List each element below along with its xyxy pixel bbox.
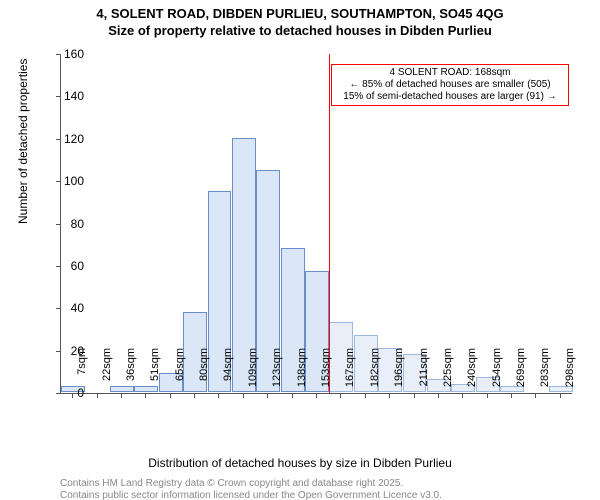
chart-area: 4 SOLENT ROAD: 168sqm← 85% of detached h… xyxy=(60,54,572,416)
xtick-label: 65sqm xyxy=(174,348,186,398)
xtick-label: 182sqm xyxy=(369,348,381,398)
xtick-mark xyxy=(121,393,122,398)
xtick-mark xyxy=(316,393,317,398)
xtick-mark xyxy=(267,393,268,398)
xtick-label: 167sqm xyxy=(344,348,356,398)
chart-container: 4, SOLENT ROAD, DIBDEN PURLIEU, SOUTHAMP… xyxy=(0,6,600,500)
plot-area: 4 SOLENT ROAD: 168sqm← 85% of detached h… xyxy=(60,54,572,394)
footer-line-2: Contains public sector information licen… xyxy=(60,490,442,500)
x-axis-label: Distribution of detached houses by size … xyxy=(0,456,600,470)
xtick-label: 283sqm xyxy=(539,348,551,398)
xtick-label: 298sqm xyxy=(564,348,576,398)
ytick-label: 0 xyxy=(54,386,84,400)
title-line-2: Size of property relative to detached ho… xyxy=(0,23,600,38)
xtick-mark xyxy=(438,393,439,398)
xtick-label: 51sqm xyxy=(149,348,161,398)
xtick-label: 225sqm xyxy=(442,348,454,398)
xtick-label: 138sqm xyxy=(296,348,308,398)
xtick-label: 123sqm xyxy=(271,348,283,398)
ytick-label: 100 xyxy=(54,174,84,188)
xtick-mark xyxy=(145,393,146,398)
footer-line-1: Contains HM Land Registry data © Crown c… xyxy=(60,478,442,490)
xtick-mark xyxy=(535,393,536,398)
xtick-label: 22sqm xyxy=(101,348,113,398)
ytick-label: 40 xyxy=(54,301,84,315)
xtick-label: 240sqm xyxy=(466,348,478,398)
annotation-line: 4 SOLENT ROAD: 168sqm xyxy=(336,67,564,79)
xtick-mark xyxy=(292,393,293,398)
xtick-label: 211sqm xyxy=(418,348,430,398)
xtick-label: 269sqm xyxy=(515,348,527,398)
annotation-line: 15% of semi-detached houses are larger (… xyxy=(336,91,564,103)
ytick-label: 160 xyxy=(54,47,84,61)
xtick-mark xyxy=(389,393,390,398)
title-line-1: 4, SOLENT ROAD, DIBDEN PURLIEU, SOUTHAMP… xyxy=(0,6,600,21)
xtick-label: 94sqm xyxy=(222,348,234,398)
xtick-mark xyxy=(414,393,415,398)
xtick-mark xyxy=(97,393,98,398)
xtick-label: 196sqm xyxy=(393,348,405,398)
y-axis-label: Number of detached properties xyxy=(16,59,30,224)
xtick-mark xyxy=(194,393,195,398)
xtick-label: 80sqm xyxy=(198,348,210,398)
xtick-mark xyxy=(340,393,341,398)
ytick-label: 140 xyxy=(54,89,84,103)
ytick-label: 80 xyxy=(54,217,84,231)
xtick-mark xyxy=(218,393,219,398)
ytick-label: 60 xyxy=(54,259,84,273)
xtick-mark xyxy=(365,393,366,398)
footer-attribution: Contains HM Land Registry data © Crown c… xyxy=(60,478,442,500)
annotation-line: ← 85% of detached houses are smaller (50… xyxy=(336,79,564,91)
xtick-label: 254sqm xyxy=(491,348,503,398)
xtick-mark xyxy=(487,393,488,398)
xtick-mark xyxy=(560,393,561,398)
annotation-box: 4 SOLENT ROAD: 168sqm← 85% of detached h… xyxy=(331,64,569,106)
xtick-mark xyxy=(462,393,463,398)
xtick-mark xyxy=(170,393,171,398)
xtick-label: 36sqm xyxy=(125,348,137,398)
ytick-label: 20 xyxy=(54,344,84,358)
xtick-label: 153sqm xyxy=(320,348,332,398)
xtick-label: 109sqm xyxy=(247,348,259,398)
ytick-label: 120 xyxy=(54,132,84,146)
xtick-mark xyxy=(511,393,512,398)
xtick-mark xyxy=(243,393,244,398)
